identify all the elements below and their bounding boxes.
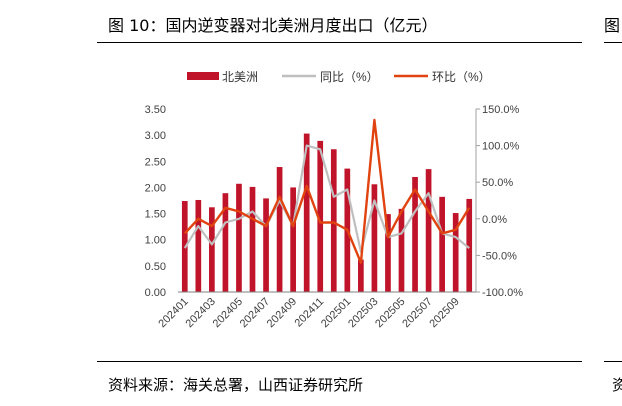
left-tick-label: 3.00 bbox=[145, 130, 166, 142]
bar bbox=[371, 184, 378, 292]
right-tick-label: -50.0% bbox=[482, 250, 517, 262]
title-rule bbox=[97, 42, 582, 43]
bar bbox=[290, 187, 296, 292]
right-tick-label: -100.0% bbox=[482, 287, 523, 299]
bar bbox=[398, 208, 405, 292]
x-tick-label: 202509 bbox=[427, 296, 461, 330]
left-tick-label: 0.00 bbox=[145, 287, 166, 299]
bar bbox=[466, 198, 473, 292]
series-line bbox=[183, 118, 471, 264]
bar bbox=[425, 169, 432, 292]
right-tick-label: 150.0% bbox=[482, 104, 520, 116]
bar bbox=[195, 199, 202, 292]
x-axis: 2024012024032024052024072024092024112025… bbox=[156, 291, 476, 330]
left-tick-label: 2.00 bbox=[145, 182, 166, 194]
legend-label-yoy: 同比（%） bbox=[320, 70, 379, 84]
next-panel-title-rule bbox=[604, 42, 622, 43]
bar bbox=[209, 207, 215, 292]
bar bbox=[249, 186, 256, 292]
left-tick-label: 1.50 bbox=[145, 209, 166, 221]
source-note: 资料来源：海关总署，山西证券研究所 bbox=[108, 376, 364, 394]
bar bbox=[330, 149, 337, 292]
figure-title: 图 10：国内逆变器对北美洲月度出口（亿元） bbox=[108, 16, 438, 35]
right-tick-label: 50.0% bbox=[482, 177, 513, 189]
bar bbox=[276, 167, 283, 292]
legend: 北美洲 同比（%） 环比（%） bbox=[187, 70, 491, 84]
bar bbox=[412, 176, 418, 292]
legend-label-bar: 北美洲 bbox=[222, 70, 258, 84]
next-panel-source-fragment: 资 bbox=[612, 376, 622, 394]
bar bbox=[317, 140, 324, 292]
bar bbox=[263, 198, 269, 292]
bar bbox=[236, 183, 242, 292]
bar bbox=[439, 196, 445, 292]
bar bbox=[303, 133, 310, 292]
bar bbox=[452, 213, 459, 292]
legend-label-mom: 环比（%） bbox=[432, 70, 491, 84]
left-axis: 0.00 0.50 1.00 1.50 2.00 2.50 3.00 3.50 bbox=[145, 104, 166, 299]
right-tick-label: 0.0% bbox=[482, 214, 507, 226]
bar bbox=[358, 259, 364, 292]
right-axis: -100.0% -50.0% 0.0% 50.0% 100.0% 150.0% bbox=[475, 104, 523, 299]
line-series-mom bbox=[183, 118, 471, 264]
bar bbox=[385, 214, 391, 292]
left-tick-label: 1.00 bbox=[145, 235, 166, 247]
left-tick-label: 0.50 bbox=[145, 261, 166, 273]
x-tick-label: 202409 bbox=[265, 296, 299, 330]
left-tick-label: 2.50 bbox=[145, 156, 166, 168]
next-panel-title-fragment: 图 bbox=[604, 16, 621, 35]
legend-swatch-bar bbox=[187, 72, 219, 80]
next-panel-source-rule bbox=[604, 361, 622, 362]
left-tick-label: 3.50 bbox=[145, 104, 166, 116]
source-rule bbox=[97, 361, 582, 362]
bar bbox=[222, 193, 229, 292]
right-tick-label: 100.0% bbox=[482, 141, 520, 153]
